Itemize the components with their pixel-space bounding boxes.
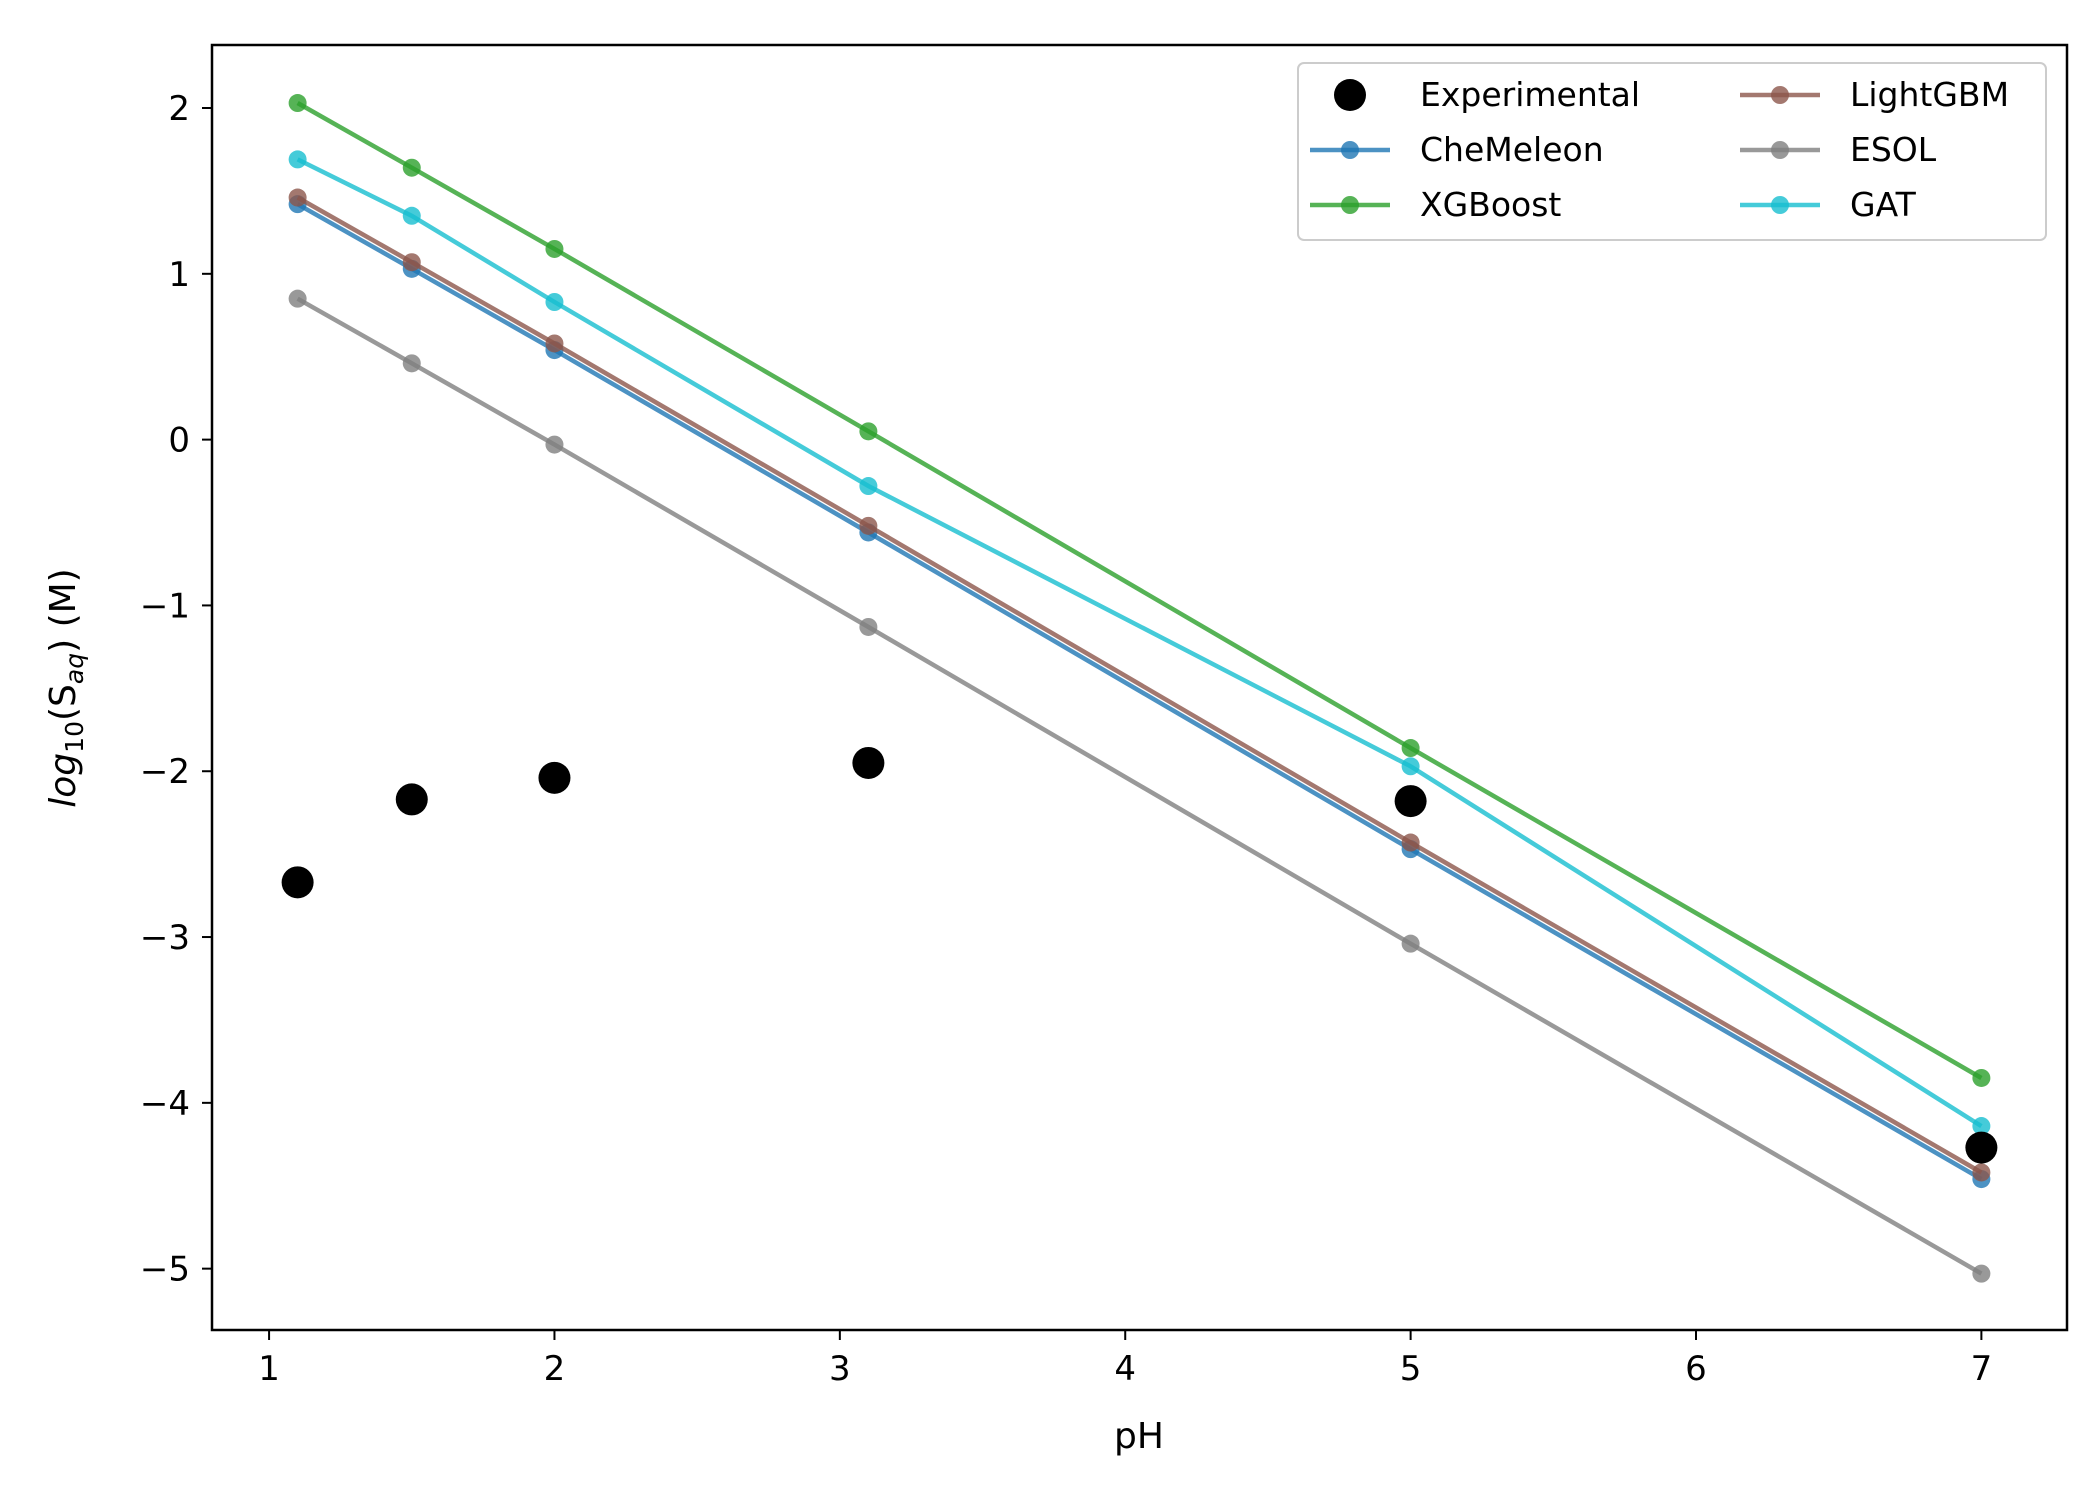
series-point-gat (545, 293, 564, 311)
y-axis-label-unit: ) (M) (43, 568, 84, 653)
x-tick-label: 2 (544, 1349, 566, 1389)
x-tick-label: 6 (1685, 1349, 1707, 1389)
legend-entry-xgboost: XGBoost (1310, 185, 1561, 224)
experimental-point (852, 746, 885, 779)
axes-frame (210, 43, 2069, 1332)
series-esol (288, 289, 1991, 1283)
series-point-lightgbm (545, 334, 564, 353)
series-xgboost (288, 94, 1991, 1087)
experimental-point (1965, 1131, 1998, 1164)
y-tick-label: 2 (168, 89, 190, 129)
series-experimental (281, 746, 1998, 1164)
series-point-xgboost (1401, 739, 1420, 758)
series-point-esol (288, 289, 307, 308)
series-point-lightgbm (1401, 833, 1420, 852)
series-line-chemeleon (296, 202, 1983, 1182)
series-point-esol (1972, 1264, 1991, 1283)
x-tick-label: 4 (1114, 1349, 1136, 1389)
legend-label-chemeleon: CheMeleon (1420, 130, 1604, 169)
series-point-xgboost (545, 239, 564, 258)
axis-ticks: 1 2 3 4 5 6 7 2 1 0 −1 −2 −3 −4 −5 (140, 89, 1992, 1389)
series-point-lightgbm (1972, 1163, 1991, 1182)
series-line-lightgbm (296, 195, 1983, 1175)
series-line-gat (296, 157, 1983, 1129)
series-point-lightgbm (859, 516, 878, 535)
legend-label-experimental: Experimental (1420, 75, 1640, 114)
y-axis-label-subscript-aq: aq (60, 653, 89, 684)
series-point-esol (1401, 934, 1420, 953)
legend-marker-gat (1771, 196, 1789, 214)
y-axis-label-prefix: log (43, 753, 84, 808)
x-tick-label: 7 (1971, 1349, 1993, 1389)
x-axis-label: pH (1114, 1416, 1164, 1457)
legend-label-esol: ESOL (1850, 130, 1937, 169)
legend-label-xgboost: XGBoost (1420, 185, 1561, 224)
legend-box (1297, 62, 2047, 241)
legend: Experimental CheMeleon XGBoost LightGBM ESOL… (1297, 62, 2047, 241)
experimental-point (1394, 785, 1427, 818)
experimental-point (395, 783, 428, 816)
y-tick-label: −1 (140, 586, 190, 626)
legend-marker-xgboost (1341, 196, 1359, 214)
series-gat (288, 150, 1991, 1136)
series-point-xgboost (859, 422, 878, 441)
series-line-xgboost (296, 101, 1983, 1080)
series-point-gat (859, 477, 878, 496)
legend-marker-esol (1771, 141, 1789, 159)
legend-marker-lightgbm (1771, 86, 1789, 104)
series-point-gat (402, 206, 421, 225)
series-point-lightgbm (288, 188, 307, 207)
series-lightgbm (288, 188, 1991, 1182)
legend-entry-esol: ESOL (1740, 130, 1937, 169)
y-tick-label: 1 (168, 255, 190, 295)
series-point-esol (402, 354, 421, 373)
y-axis-label-paren: (S (43, 684, 84, 721)
plot-area (281, 94, 1998, 1283)
y-tick-label: 0 (168, 421, 190, 461)
legend-entry-experimental: Experimental (1334, 75, 1640, 114)
x-tick-label: 1 (258, 1349, 280, 1389)
x-tick-label: 3 (829, 1349, 851, 1389)
legend-label-lightgbm: LightGBM (1850, 75, 2009, 114)
series-line-esol (296, 296, 1983, 1276)
experimental-point (538, 761, 571, 794)
series-point-xgboost (402, 158, 421, 177)
legend-marker-experimental (1334, 79, 1366, 111)
y-tick-label: −5 (140, 1250, 190, 1290)
series-point-esol (545, 435, 564, 454)
series-point-xgboost (1972, 1068, 1991, 1087)
series-point-gat (288, 150, 307, 169)
legend-marker-chemeleon (1341, 141, 1359, 159)
series-point-gat (1972, 1117, 1991, 1136)
legend-entry-lightgbm: LightGBM (1740, 75, 2009, 114)
legend-entry-gat: GAT (1740, 185, 1917, 224)
legend-entry-chemeleon: CheMeleon (1310, 130, 1604, 169)
y-tick-label: −3 (140, 918, 190, 958)
y-tick-label: −4 (140, 1084, 190, 1124)
y-axis-label-subscript: 10 (60, 721, 89, 753)
experimental-point (281, 866, 314, 899)
y-tick-label: −2 (140, 752, 190, 792)
legend-label-gat: GAT (1850, 185, 1917, 224)
legend-entries: Experimental CheMeleon XGBoost LightGBM ESOL… (1310, 75, 2009, 224)
series-point-xgboost (288, 94, 307, 113)
series-point-esol (859, 617, 878, 636)
y-axis-label: log10(Saq) (M) (43, 568, 89, 807)
series-point-gat (1401, 757, 1420, 776)
series-point-lightgbm (402, 253, 421, 272)
x-tick-label: 5 (1400, 1349, 1422, 1389)
series-chemeleon (288, 195, 1991, 1189)
